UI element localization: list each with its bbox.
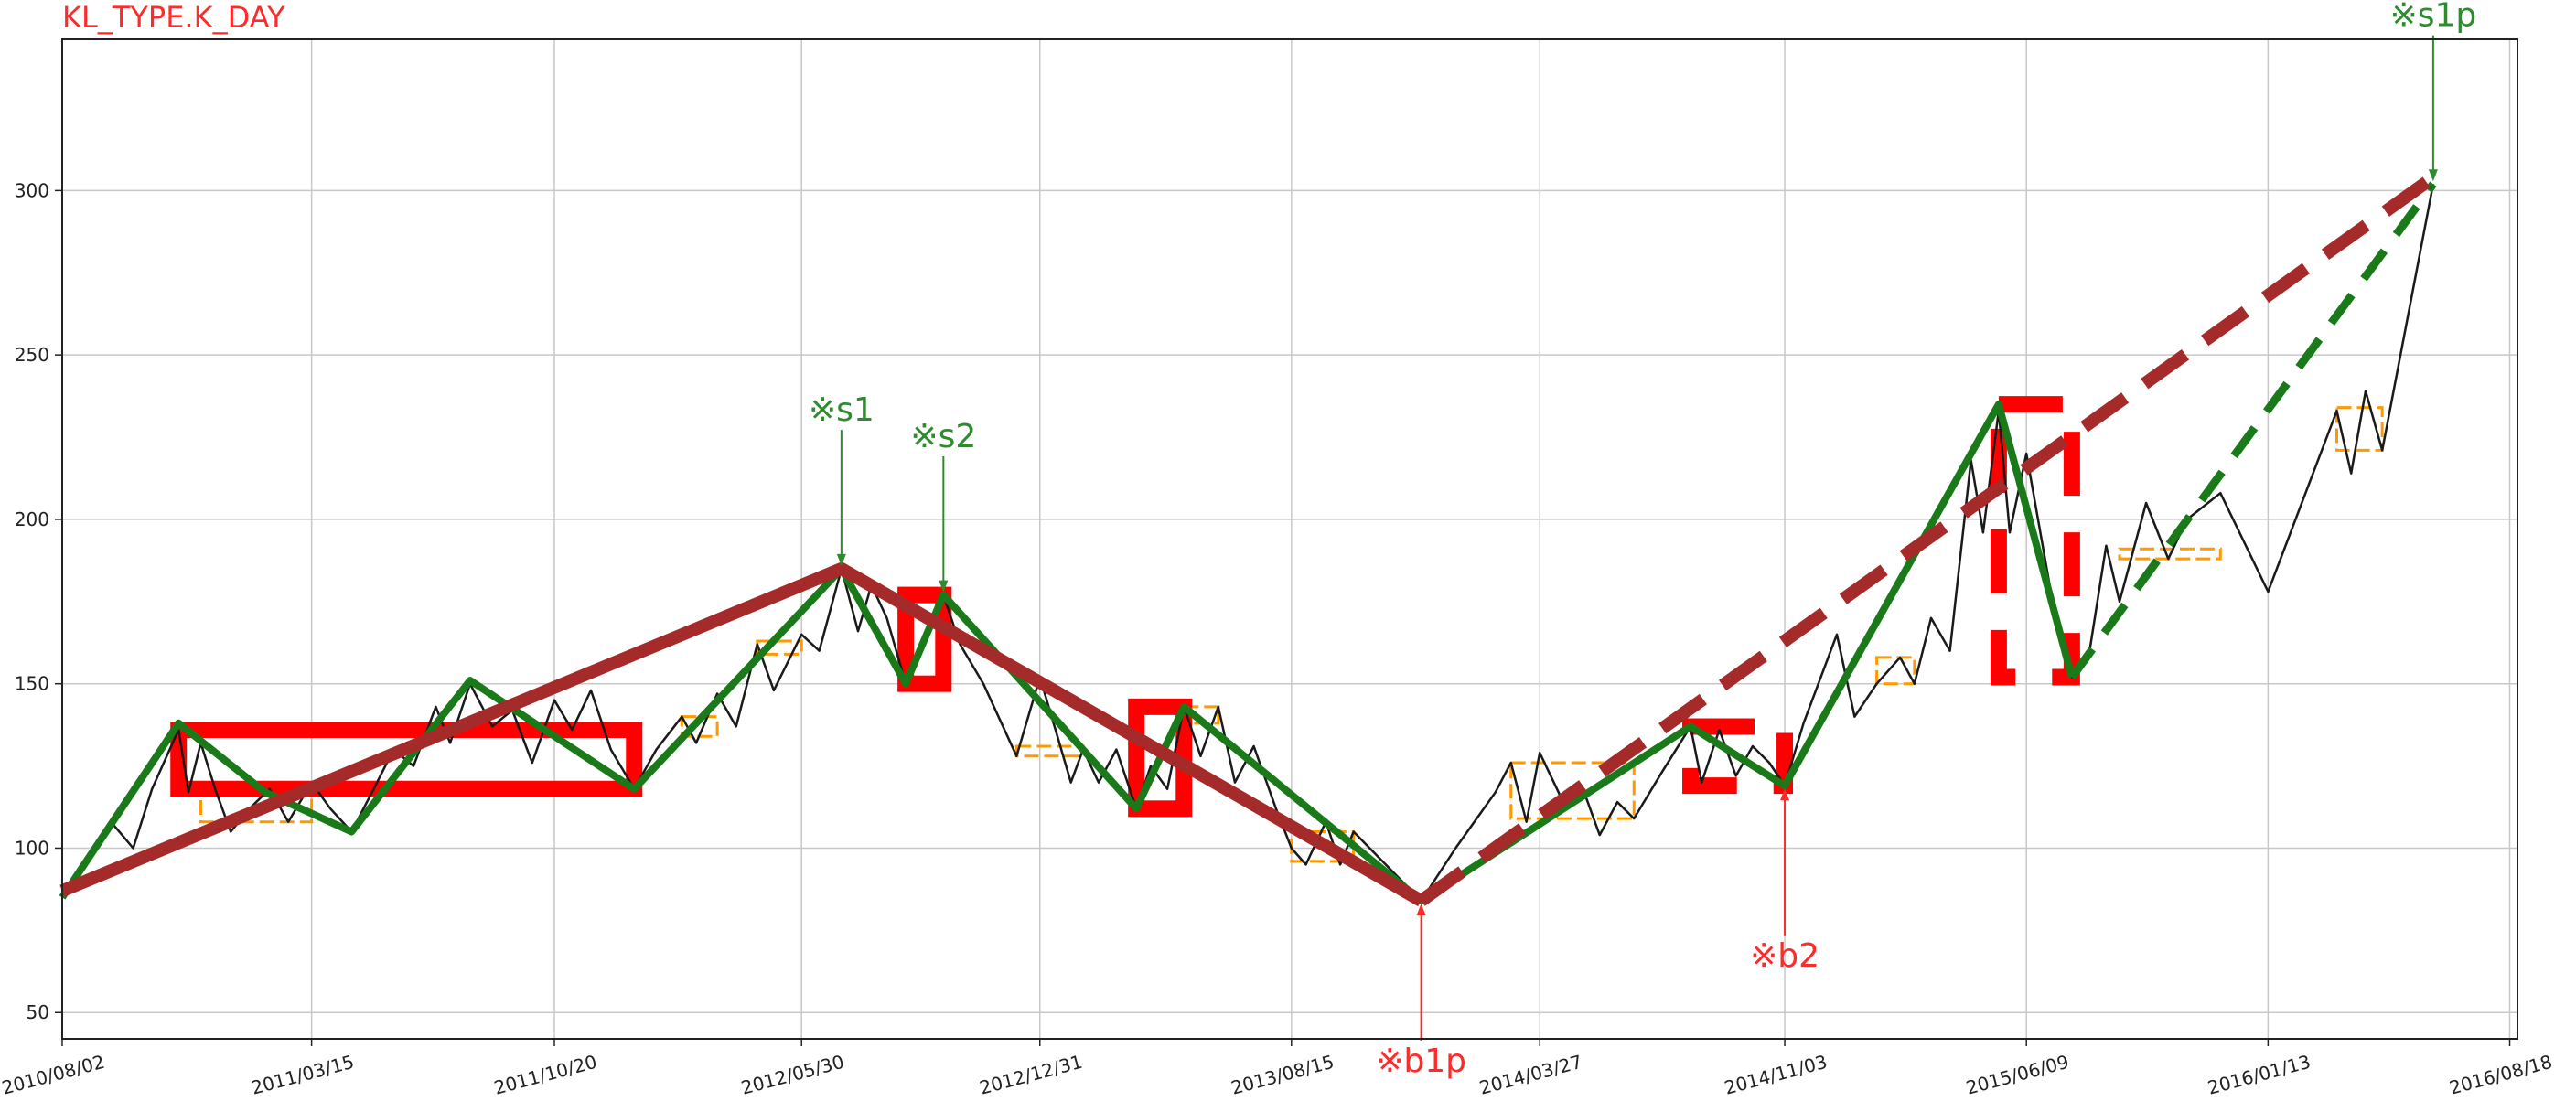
bi-series-line (59, 401, 2076, 904)
x-tick-label: 2011/03/15 (249, 1051, 357, 1099)
seg-series-line (59, 561, 1425, 907)
bi-zs-box (1014, 744, 1085, 758)
y-tick-label: 150 (15, 673, 49, 695)
bi-zs-box (1875, 656, 1916, 686)
bi-zs-box (2334, 406, 2384, 452)
bsp-arrow-head (1780, 788, 1790, 801)
bsp-annotation: ※b1p (1376, 903, 1466, 1080)
zs-boxes (170, 396, 2080, 818)
bsp-label: ※b1p (1376, 1042, 1466, 1080)
x-tick-label: 2014/03/27 (1477, 1051, 1585, 1099)
zs-box (897, 586, 952, 692)
bi-zs-box (199, 787, 314, 824)
x-tick-label: 2015/06/09 (1964, 1051, 2072, 1099)
bsp-arrow-head (939, 580, 949, 593)
y-tick-label: 250 (15, 344, 49, 366)
price-series-line (60, 183, 2435, 903)
bsp-label: ※s2 (910, 418, 976, 455)
bi-dashed-series-line (2068, 181, 2437, 680)
x-tick-label: 2016/08/18 (2447, 1051, 2555, 1099)
axes: 2010/08/02 2011/03/15 2011/10/20 2012/05/30… (0, 179, 2554, 1098)
bsp-annotation: ※s2 (910, 418, 976, 593)
bsp-arrow-head (2428, 169, 2438, 182)
annotations: ※s1 ※s2 ※b1p ※b2 ※s1p (809, 0, 2476, 1080)
bsp-label: ※s1p (2390, 0, 2477, 35)
bsp-label: ※b2 (1750, 937, 1819, 975)
bsp-annotation: ※s1p (2390, 0, 2477, 182)
bsp-annotation: ※b2 (1750, 788, 1819, 975)
bi-zs-box (1509, 761, 1636, 820)
zs-box (1990, 396, 2080, 686)
plot-frame (61, 38, 2518, 1040)
bsp-arrow-head (836, 553, 846, 566)
seg-lines (59, 172, 2437, 907)
x-tick-label: 2011/10/20 (491, 1051, 599, 1099)
x-tick-label: 2014/11/03 (1722, 1051, 1830, 1099)
y-tick-label: 200 (15, 508, 49, 530)
grid (61, 39, 2517, 1039)
zs-box (1682, 718, 1794, 795)
x-tick-label: 2012/12/31 (977, 1051, 1085, 1099)
chart-title: KL_TYPE.K_DAY (62, 0, 285, 35)
y-tick-label: 50 (27, 1001, 49, 1023)
bsp-arrow-head (1416, 903, 1426, 915)
bi-zs-box (2118, 547, 2222, 561)
x-tick-label: 2012/05/30 (739, 1051, 847, 1099)
x-tick-label: 2013/08/15 (1229, 1051, 1336, 1099)
bsp-annotation: ※s1 (809, 391, 875, 566)
x-tick-label: 2016/01/13 (2206, 1051, 2313, 1099)
price-line (60, 183, 2435, 903)
bi-lines (59, 181, 2437, 904)
y-tick-label: 100 (15, 837, 49, 859)
zs-box (170, 722, 643, 797)
y-tick-label: 300 (15, 179, 49, 201)
seg-dashed-series-line (1417, 172, 2437, 906)
bsp-label: ※s1 (809, 391, 875, 429)
x-tick-label: 2010/08/02 (0, 1051, 107, 1099)
